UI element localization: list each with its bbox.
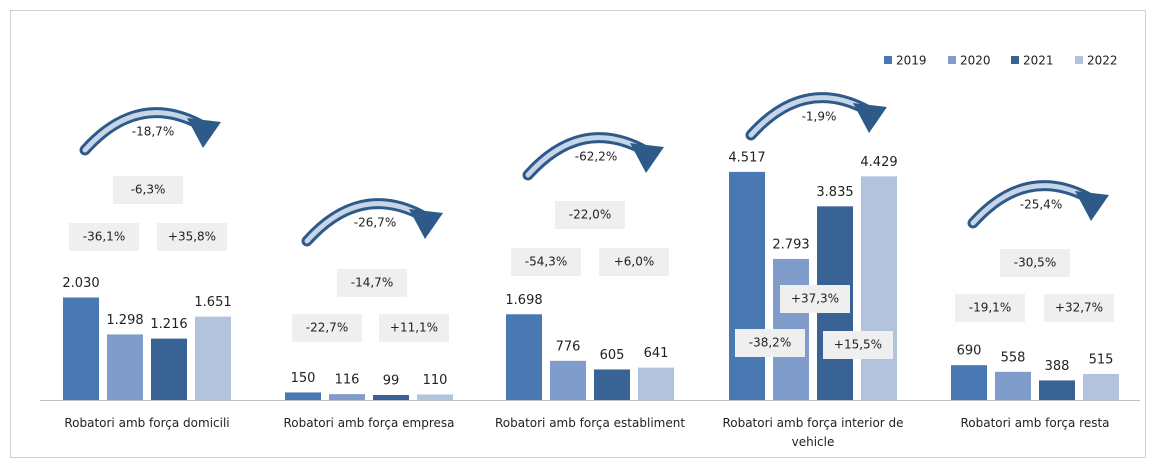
change-box <box>69 223 139 251</box>
change-label: -22,7% <box>306 321 348 335</box>
bar <box>594 369 630 400</box>
bar <box>107 334 143 400</box>
change-label: -38,2% <box>749 336 791 350</box>
change-box <box>955 294 1025 322</box>
legend-swatch <box>948 56 956 64</box>
value-label: 776 <box>556 339 581 354</box>
value-label: 515 <box>1089 352 1114 367</box>
value-label: 1.698 <box>505 293 542 308</box>
category-label: Robatori amb força empresa <box>283 416 455 430</box>
change-label: +35,8% <box>168 230 216 244</box>
bar <box>506 314 542 400</box>
value-label: 99 <box>383 374 400 389</box>
arrow-label: -18,7% <box>132 125 174 139</box>
change-label: -19,1% <box>969 301 1011 315</box>
change-label: -6,3% <box>131 183 166 197</box>
arrow-label: -1,9% <box>802 110 837 124</box>
bar <box>550 360 586 400</box>
value-label: 1.216 <box>150 317 187 332</box>
value-label: 4.517 <box>728 150 765 165</box>
change-box <box>157 223 227 251</box>
change-label: -36,1% <box>83 230 125 244</box>
change-box <box>379 314 449 342</box>
change-label: -54,3% <box>525 255 567 269</box>
bar <box>638 367 674 400</box>
change-box <box>292 314 362 342</box>
value-label: 641 <box>644 346 669 361</box>
change-box <box>735 329 805 357</box>
change-label: -14,7% <box>351 276 393 290</box>
bar <box>951 365 987 400</box>
value-label: 2.793 <box>772 237 809 252</box>
change-label: -22,0% <box>569 208 611 222</box>
change-box <box>823 331 893 359</box>
change-box <box>555 201 625 229</box>
value-label: 558 <box>1001 350 1026 365</box>
bar <box>729 171 765 400</box>
bar <box>861 176 897 400</box>
arrow-label: -62,2% <box>575 150 617 164</box>
change-box <box>599 248 669 276</box>
bar <box>63 297 99 400</box>
legend-swatch <box>1075 56 1083 64</box>
bar <box>195 316 231 400</box>
arrow-inner <box>82 110 202 153</box>
bar <box>373 395 409 400</box>
arrow-head <box>630 143 664 173</box>
value-label: 3.835 <box>816 185 853 200</box>
legend-label: 2021 <box>1023 54 1054 68</box>
legend-label: 2019 <box>896 54 927 68</box>
arrow-label: -25,4% <box>1020 198 1062 212</box>
arrow-head <box>1075 191 1109 221</box>
bar <box>1039 380 1075 400</box>
legend-label: 2022 <box>1087 54 1118 68</box>
change-label: -30,5% <box>1014 256 1056 270</box>
bar <box>417 394 453 400</box>
arrow-inner <box>748 95 868 138</box>
chart-border <box>10 10 1146 458</box>
change-box <box>1000 249 1070 277</box>
arrow-head <box>853 103 887 133</box>
arrow-label: -26,7% <box>354 216 396 230</box>
category-label: Robatori amb força domicili <box>64 416 230 430</box>
bar <box>151 338 187 400</box>
value-label: 1.298 <box>106 313 143 328</box>
category-label: Robatori amb força resta <box>960 416 1110 430</box>
change-label: +32,7% <box>1055 301 1103 315</box>
value-label: 388 <box>1045 359 1070 374</box>
value-label: 4.429 <box>860 155 897 170</box>
value-label: 110 <box>423 373 448 388</box>
arrow-inner <box>970 183 1090 226</box>
value-label: 690 <box>957 344 982 359</box>
value-label: 116 <box>335 373 360 388</box>
change-label: +11,1% <box>390 321 438 335</box>
legend-swatch <box>1011 56 1019 64</box>
value-label: 2.030 <box>62 276 99 291</box>
arrow-inner <box>525 135 645 178</box>
change-label: +37,3% <box>791 292 839 306</box>
legend-label: 2020 <box>960 54 991 68</box>
change-box <box>511 248 581 276</box>
change-box <box>1044 294 1114 322</box>
bar <box>995 371 1031 400</box>
category-label: Robatori amb força interior de vehicle <box>722 416 904 449</box>
change-box <box>780 285 850 313</box>
value-label: 150 <box>291 371 316 386</box>
change-label: +15,5% <box>834 338 882 352</box>
value-label: 1.651 <box>194 295 231 310</box>
value-label: 605 <box>600 348 625 363</box>
arrow-head <box>187 118 221 148</box>
arrow-head <box>409 209 443 239</box>
bar <box>1083 373 1119 400</box>
change-box <box>113 176 183 204</box>
legend-swatch <box>884 56 892 64</box>
arrow-inner <box>304 201 424 244</box>
change-box <box>337 269 407 297</box>
bar <box>329 394 365 400</box>
category-label: Robatori amb força establiment <box>494 416 686 430</box>
change-label: +6,0% <box>614 255 655 269</box>
bar <box>285 392 321 400</box>
